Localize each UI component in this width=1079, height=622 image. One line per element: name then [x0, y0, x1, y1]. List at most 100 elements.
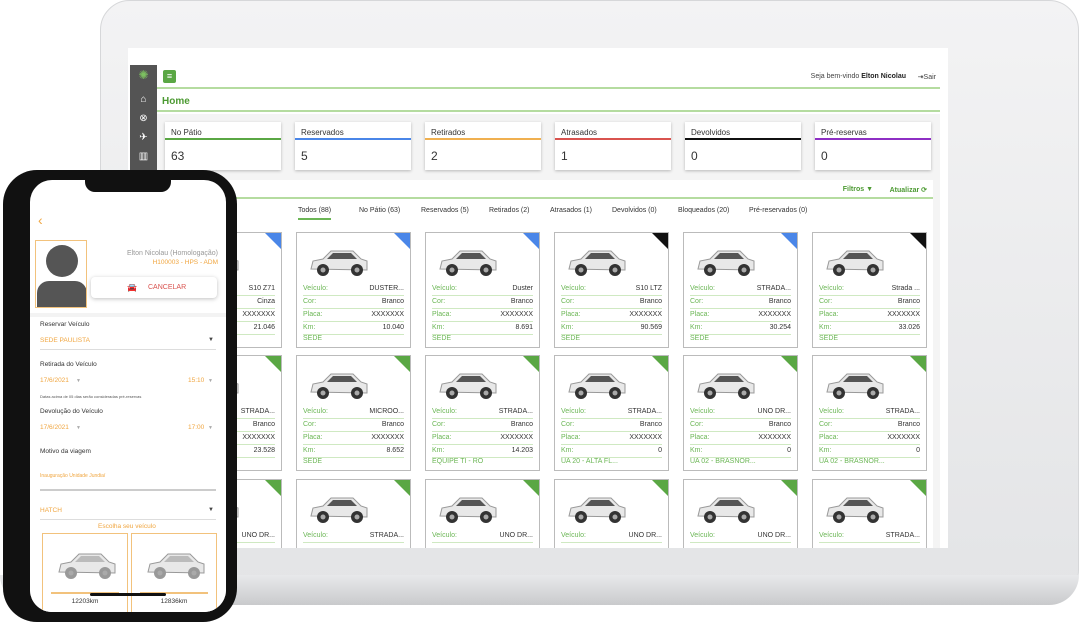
field-label: Placa:: [432, 434, 452, 441]
vehicle-field-plate: Placa: XXXXXXX: [819, 309, 920, 322]
vehicle-field-km: Km: 0: [819, 445, 920, 458]
field-value: STRADA...: [498, 408, 533, 415]
field-label: Veículo:: [303, 408, 328, 415]
status-corner: [523, 356, 539, 372]
vehicle-field-color: Cor: Branco: [303, 419, 404, 432]
field-label: Cor:: [432, 298, 446, 305]
tab[interactable]: No Pátio (63): [359, 207, 401, 214]
choose-vehicle-label: Escolha seu veículo: [98, 523, 156, 530]
filters-button[interactable]: Filtros ▼: [842, 186, 873, 193]
vehicle-card[interactable]: Veículo: Strada ... Cor: Branco Placa: XXXXXX…: [812, 232, 927, 348]
vehicle-card[interactable]: Veículo: UNO DR... Cor: Branco Placa: XXXXXXX…: [683, 355, 798, 471]
phone-user-code: H100003 - HPS - ADM: [152, 259, 218, 266]
phone-user-name: Elton Nicolau (Homologação): [126, 250, 218, 257]
reserve-label: Reservar Veículo: [40, 321, 90, 328]
stat-card[interactable]: Atrasados 1: [555, 122, 671, 170]
home-icon[interactable]: ⌂: [140, 94, 147, 105]
vehicle-field-color: Cor: Branco: [432, 419, 533, 432]
pickup-time[interactable]: 15:10: [188, 377, 205, 384]
field-value: XXXXXXX: [629, 434, 662, 441]
caret-down-icon: ▼: [208, 507, 214, 513]
vehicle-card[interactable]: Veículo: UNO DR...: [683, 479, 798, 548]
stat-card[interactable]: Pré-reservas 0: [815, 122, 931, 170]
vehicle-image: [690, 239, 760, 283]
cancel-button[interactable]: 🚘 CANCELAR: [91, 277, 217, 298]
vehicle-km: 12203km: [71, 598, 99, 605]
field-value: Duster: [512, 285, 533, 292]
field-value: Branco: [768, 421, 791, 428]
vehicle-card[interactable]: Veículo: MICROO... Cor: Branco Placa: XXXXXXX…: [296, 355, 411, 471]
field-value: STRADA...: [240, 408, 275, 415]
tab[interactable]: Retirados (2): [489, 207, 530, 214]
logout-label: Sair: [923, 74, 936, 81]
tab[interactable]: Reservados (5): [421, 207, 469, 214]
field-value: Branco: [897, 421, 920, 428]
vehicle-card[interactable]: Veículo: STRADA... Cor: Branco Placa: XXXXXXX…: [425, 355, 540, 471]
refresh-button[interactable]: Atualizar ⟳: [889, 187, 927, 194]
vehicle-image: [432, 239, 502, 283]
stat-card[interactable]: No Pátio 63: [165, 122, 281, 170]
chart-icon[interactable]: ▥: [138, 151, 149, 162]
caret-down-icon: ▼: [208, 425, 213, 431]
tab[interactable]: Bloqueados (20): [678, 207, 730, 214]
welcome-text: Seja bem-vindo Elton Nicolau: [811, 73, 906, 80]
vehicle-card[interactable]: Veículo: STRADA...: [812, 479, 927, 548]
plane-icon[interactable]: ✈: [139, 132, 148, 143]
close-circle-icon[interactable]: ⊗: [139, 113, 148, 124]
divider: [159, 197, 933, 199]
stat-card[interactable]: Reservados 5: [295, 122, 411, 170]
field-value: 0: [787, 447, 791, 454]
tab[interactable]: Atrasados (1): [550, 207, 593, 214]
status-corner: [394, 356, 410, 372]
tab[interactable]: Todos (88): [298, 207, 332, 220]
vehicle-card[interactable]: Veículo: DUSTER... Cor: Branco Placa: XXXXXXX…: [296, 232, 411, 348]
vehicle-field-color: Cor: Branco: [819, 419, 920, 432]
vehicle-field-plate: Placa: XXXXXXX: [432, 309, 533, 322]
vehicle-location: SEDE: [303, 458, 323, 465]
back-icon[interactable]: ‹: [38, 212, 43, 228]
vehicle-location: UA 02 - BRASNOR...: [819, 458, 885, 465]
pickup-date[interactable]: 17/6/2021: [40, 377, 69, 384]
vehicle-field-vehicle: Veículo: STRADA...: [303, 530, 404, 543]
vehicle-card[interactable]: Veículo: S10 LTZ Cor: Branco Placa: XXXXXXX Km…: [554, 232, 669, 348]
field-value: Branco: [510, 421, 533, 428]
tab[interactable]: Pré-reservados (0): [749, 207, 808, 214]
vehicle-image: [51, 542, 121, 588]
vehicle-image: [303, 239, 373, 283]
vehicle-field-plate: Placa: XXXXXXX: [432, 432, 533, 445]
stat-card[interactable]: Devolvidos 0: [685, 122, 801, 170]
category-select[interactable]: HATCH: [40, 507, 62, 514]
tab[interactable]: Devolvidos (0): [612, 207, 657, 214]
vehicle-field-km: Km: 8.691: [432, 322, 533, 335]
field-value: MICROO...: [369, 408, 404, 415]
return-time[interactable]: 17:00: [188, 424, 205, 431]
stat-color-bar: [295, 138, 411, 140]
vehicle-option[interactable]: 12836km: [131, 533, 217, 612]
field-value: Branco: [510, 298, 533, 305]
vehicle-card[interactable]: Veículo: STRADA... Cor: Branco Placa: XXXXXXX…: [683, 232, 798, 348]
vehicle-card[interactable]: Veículo: STRADA... Cor: Branco Placa: XXXXXXX…: [812, 355, 927, 471]
field-label: Km:: [561, 447, 574, 454]
vehicle-card[interactable]: Veículo: STRADA... Cor: Branco Placa: XXXXXXX…: [554, 355, 669, 471]
caret-down-icon: ▼: [208, 378, 213, 384]
vehicle-field-plate: Placa: XXXXXXX: [819, 432, 920, 445]
vehicle-image: [432, 362, 502, 406]
vehicle-option[interactable]: 12203km: [42, 533, 128, 612]
status-corner: [652, 233, 668, 249]
reason-input[interactable]: Inauguração Unidade Jundiaí: [40, 473, 106, 479]
stat-card[interactable]: Retirados 2: [425, 122, 541, 170]
vehicle-card[interactable]: Veículo: UNO DR...: [425, 479, 540, 548]
vehicle-card[interactable]: Veículo: STRADA...: [296, 479, 411, 548]
logout-button[interactable]: ⇥Sair: [917, 74, 936, 81]
field-label: Placa:: [561, 434, 581, 441]
return-date[interactable]: 17/6/2021: [40, 424, 69, 431]
field-value: STRADA...: [369, 532, 404, 539]
field-value: XXXXXXX: [500, 311, 533, 318]
vehicle-image: [690, 486, 760, 530]
menu-button[interactable]: ≡: [163, 70, 176, 83]
site-select[interactable]: SEDE PAULISTA: [40, 337, 90, 344]
vehicle-card[interactable]: Veículo: UNO DR...: [554, 479, 669, 548]
field-value: XXXXXXX: [629, 311, 662, 318]
vehicle-card[interactable]: Veículo: Duster Cor: Branco Placa: XXXXXXX Km:…: [425, 232, 540, 348]
stat-color-bar: [815, 138, 931, 140]
